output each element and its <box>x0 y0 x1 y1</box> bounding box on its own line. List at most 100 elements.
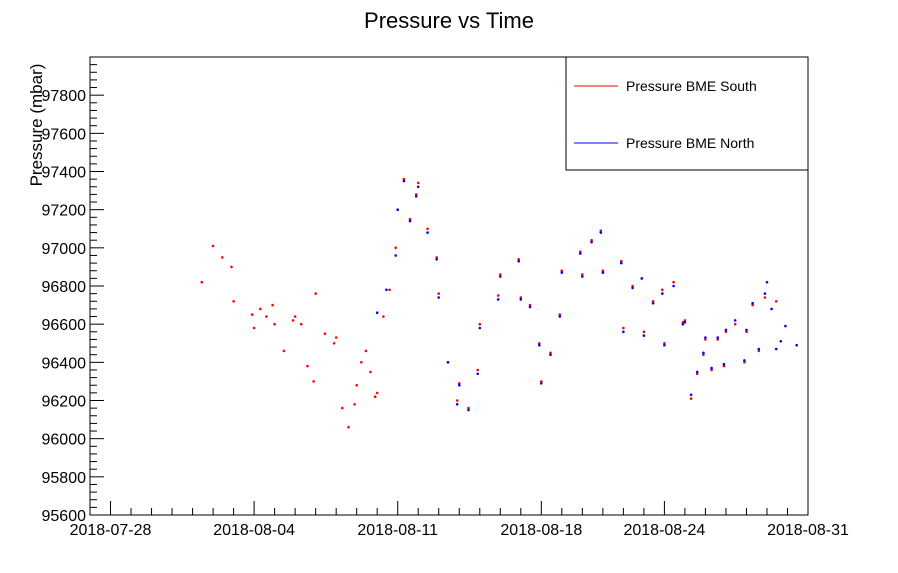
data-point <box>765 280 769 284</box>
data-point <box>774 300 778 303</box>
data-point <box>437 292 441 295</box>
data-point <box>774 347 778 351</box>
data-point <box>282 349 286 353</box>
data-point <box>416 185 420 189</box>
data-point <box>640 277 644 280</box>
data-point <box>733 322 737 326</box>
data-point <box>273 322 276 326</box>
data-point <box>784 324 787 328</box>
data-point <box>620 259 623 263</box>
y-axis-title: Pressure (mbar) <box>27 64 46 187</box>
data-point <box>601 269 605 273</box>
data-point <box>312 380 315 383</box>
data-point <box>519 298 523 301</box>
data-point <box>414 195 418 198</box>
data-point <box>426 231 429 234</box>
data-point <box>496 298 500 301</box>
data-point <box>763 292 767 295</box>
data-point <box>265 315 268 318</box>
data-point <box>681 322 685 326</box>
data-point <box>293 315 297 318</box>
y-tick-label: 97800 <box>42 88 87 105</box>
data-point <box>620 261 623 265</box>
data-point <box>408 219 412 223</box>
data-point <box>499 275 502 278</box>
data-point <box>599 229 603 232</box>
data-point <box>467 408 470 412</box>
data-point <box>355 383 359 387</box>
data-point <box>364 349 368 353</box>
data-point <box>558 313 562 316</box>
data-point <box>437 296 441 299</box>
data-point <box>232 300 235 303</box>
data-point <box>757 349 761 353</box>
data-point <box>733 319 737 322</box>
data-point <box>382 315 385 318</box>
data-point <box>402 177 406 181</box>
data-point <box>259 307 262 311</box>
data-point <box>631 286 634 290</box>
data-point <box>476 368 480 372</box>
data-point <box>716 338 719 341</box>
data-point <box>549 351 552 355</box>
data-point <box>426 227 429 231</box>
x-tick-label: 2018-08-18 <box>500 522 582 539</box>
data-point <box>590 240 593 244</box>
data-point <box>599 231 603 234</box>
data-point <box>751 301 754 305</box>
y-tick-label: 96200 <box>42 394 87 411</box>
data-point <box>631 284 634 288</box>
data-point <box>558 315 562 318</box>
data-point <box>743 361 746 364</box>
data-point <box>560 271 564 274</box>
data-point <box>689 393 693 397</box>
x-tick-label: 2018-08-24 <box>623 522 705 539</box>
y-tick-label: 97600 <box>42 126 87 143</box>
data-point <box>478 322 482 326</box>
data-point <box>795 343 798 347</box>
x-tick-label: 2018-07-28 <box>70 522 152 539</box>
data-point <box>710 368 713 372</box>
data-point <box>341 406 344 410</box>
data-point <box>353 403 356 406</box>
data-point <box>538 342 541 345</box>
data-point <box>724 330 728 334</box>
x-tick-label: 2018-08-31 <box>767 522 849 539</box>
data-point <box>416 181 420 185</box>
data-point <box>306 364 309 368</box>
data-point <box>396 208 400 211</box>
data-point <box>704 336 707 339</box>
data-point <box>681 321 685 324</box>
data-point <box>642 330 646 334</box>
series-1 <box>375 179 798 412</box>
data-point <box>221 256 224 259</box>
data-point <box>538 343 541 347</box>
y-tick-label: 95800 <box>42 470 87 487</box>
data-point <box>579 252 582 255</box>
legend-label-north: Pressure BME North <box>626 135 754 151</box>
data-point <box>394 254 398 257</box>
data-point <box>230 265 233 269</box>
data-point <box>458 383 461 387</box>
data-point <box>751 303 754 307</box>
data-point <box>402 179 406 183</box>
y-tick-label: 96000 <box>42 432 87 449</box>
y-tick-label: 96400 <box>42 355 87 372</box>
x-axis: 2018-07-28 2018-08-04 2018-08-11 2018-08-18… <box>70 501 849 539</box>
data-point <box>695 372 699 376</box>
data-point <box>314 292 318 295</box>
data-point <box>661 292 664 295</box>
data-point <box>601 271 605 274</box>
y-tick-label: 95600 <box>42 508 87 525</box>
y-tick-label: 97200 <box>42 203 87 220</box>
data-point <box>375 391 379 395</box>
legend-box <box>565 56 809 171</box>
data-point <box>745 330 748 334</box>
legend-label-south: Pressure BME South <box>626 78 757 94</box>
x-tick-label: 2018-08-04 <box>213 522 295 539</box>
data-point <box>200 280 204 284</box>
data-point <box>517 258 520 261</box>
data-point <box>779 340 783 343</box>
data-point <box>332 342 336 345</box>
